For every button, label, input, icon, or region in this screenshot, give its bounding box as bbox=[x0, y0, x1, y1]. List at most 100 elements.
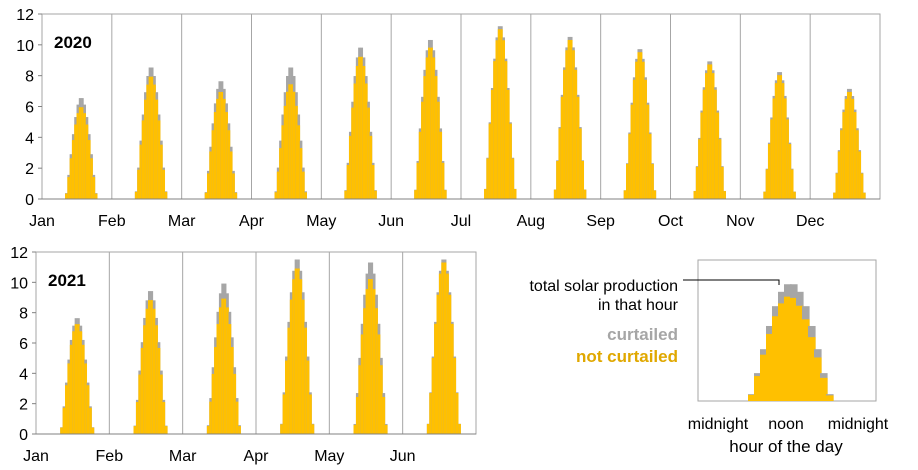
bar-not-curtailed-mar bbox=[211, 130, 215, 199]
bar-not-curtailed-feb bbox=[134, 191, 138, 199]
bar-not-curtailed-jul bbox=[486, 158, 489, 199]
y-tick-label: 2 bbox=[25, 161, 34, 178]
bar-not-curtailed-may bbox=[344, 190, 347, 199]
bar-not-curtailed-dec bbox=[853, 112, 857, 199]
bar-not-curtailed-jan bbox=[81, 344, 85, 434]
bar-not-curtailed-jul bbox=[509, 123, 512, 199]
bar-not-curtailed-mar bbox=[228, 324, 232, 434]
y-tick-label: 10 bbox=[16, 38, 34, 55]
bar-not-curtailed-jan bbox=[90, 158, 93, 199]
bar-not-curtailed-may bbox=[348, 135, 352, 199]
bar-not-curtailed-jun bbox=[427, 47, 431, 199]
legend-bar-not-curtailed bbox=[826, 395, 834, 401]
bar-not-curtailed-nov bbox=[790, 169, 794, 199]
bar-not-curtailed-mar bbox=[230, 347, 234, 434]
bar-not-curtailed-jul bbox=[504, 61, 508, 200]
bar-not-curtailed-apr bbox=[302, 171, 305, 199]
bar-not-curtailed-jan bbox=[74, 324, 78, 434]
bar-not-curtailed-apr bbox=[287, 327, 291, 434]
bar-not-curtailed-nov bbox=[786, 119, 789, 199]
bar-not-curtailed-aug bbox=[563, 69, 566, 199]
month-label-nov: Nov bbox=[726, 213, 754, 230]
bar-not-curtailed-may bbox=[351, 107, 354, 199]
bar-not-curtailed-nov bbox=[784, 98, 787, 199]
bar-not-curtailed-jan bbox=[78, 107, 82, 199]
legend-bar-not-curtailed bbox=[754, 376, 762, 401]
bar-not-curtailed-jan bbox=[94, 193, 98, 199]
bar-not-curtailed-nov bbox=[788, 144, 792, 199]
bar-not-curtailed-jan bbox=[79, 331, 83, 434]
bar-not-curtailed-sep bbox=[623, 190, 627, 199]
bar-not-curtailed-apr bbox=[299, 279, 303, 434]
bar-not-curtailed-feb bbox=[164, 426, 168, 434]
bar-not-curtailed-nov bbox=[777, 75, 780, 199]
bar-not-curtailed-jun bbox=[455, 393, 459, 434]
bar-not-curtailed-jul bbox=[500, 29, 503, 199]
bar-not-curtailed-nov bbox=[767, 144, 771, 199]
bar-not-curtailed-mar bbox=[225, 112, 228, 199]
bar-not-curtailed-apr bbox=[301, 299, 305, 434]
bar-not-curtailed-feb bbox=[137, 169, 140, 199]
bar-not-curtailed-sep bbox=[646, 104, 650, 199]
legend-bar-not-curtailed bbox=[760, 354, 768, 401]
bar-not-curtailed-may bbox=[372, 289, 376, 434]
bar-not-curtailed-jun bbox=[426, 423, 430, 434]
bar-not-curtailed-apr bbox=[297, 125, 301, 199]
bar-not-curtailed-sep bbox=[648, 133, 652, 199]
bar-not-curtailed-mar bbox=[223, 298, 227, 434]
bar-not-curtailed-may bbox=[384, 424, 388, 434]
bar-not-curtailed-oct bbox=[702, 89, 706, 199]
bar-not-curtailed-mar bbox=[206, 426, 210, 434]
bar-not-curtailed-feb bbox=[155, 99, 159, 199]
bar-not-curtailed-nov bbox=[770, 119, 773, 199]
bar-not-curtailed-jan bbox=[74, 124, 77, 199]
bar-not-curtailed-mar bbox=[209, 401, 212, 434]
bar-not-curtailed-oct bbox=[711, 73, 715, 199]
legend-leader-line bbox=[683, 279, 780, 285]
bar-not-curtailed-feb bbox=[157, 120, 161, 199]
y-tick-label: 4 bbox=[19, 366, 28, 383]
bar-not-curtailed-nov bbox=[793, 191, 796, 199]
bar-not-curtailed-apr bbox=[282, 394, 286, 434]
bar-not-curtailed-sep bbox=[635, 61, 638, 200]
bar-not-curtailed-mar bbox=[216, 324, 220, 434]
bar-not-curtailed-jun bbox=[430, 47, 433, 199]
bar-not-curtailed-jun bbox=[450, 323, 454, 434]
bar-not-curtailed-may bbox=[375, 308, 378, 434]
legend-bar-not-curtailed bbox=[808, 337, 816, 401]
bar-not-curtailed-oct bbox=[716, 112, 720, 199]
bar-not-curtailed-jul bbox=[488, 123, 492, 199]
bar-not-curtailed-apr bbox=[283, 105, 287, 199]
bar-not-curtailed-feb bbox=[147, 300, 151, 434]
bar-not-curtailed-aug bbox=[567, 39, 571, 199]
bar-not-curtailed-sep bbox=[628, 133, 631, 199]
bar-not-curtailed-apr bbox=[285, 360, 288, 434]
bar-not-curtailed-sep bbox=[642, 61, 645, 200]
bar-not-curtailed-sep bbox=[651, 163, 654, 199]
bar-not-curtailed-apr bbox=[290, 84, 294, 199]
bar-not-curtailed-oct bbox=[695, 166, 699, 199]
bar-not-curtailed-aug bbox=[565, 50, 568, 199]
chart-2020: 0 2 4 6 8 10 12 Jan Feb Mar Apr May Jun Jul Aug Sep Oct N… bbox=[16, 7, 881, 230]
bar-not-curtailed-mar bbox=[214, 347, 217, 434]
bar-not-curtailed-dec bbox=[835, 173, 839, 199]
bar-not-curtailed-apr bbox=[297, 268, 300, 434]
bar-not-curtailed-oct bbox=[698, 139, 701, 199]
legend-bar-not-curtailed bbox=[748, 394, 756, 401]
bar-not-curtailed-jun bbox=[414, 190, 417, 199]
legend-bar-not-curtailed bbox=[820, 377, 828, 401]
bar-not-curtailed-dec bbox=[863, 192, 866, 199]
bar-not-curtailed-jan bbox=[76, 113, 80, 199]
legend-bar-not-curtailed bbox=[814, 357, 822, 401]
month-label-mar: Mar bbox=[168, 213, 196, 230]
bar-not-curtailed-feb bbox=[146, 84, 149, 199]
month-label-aug: Aug bbox=[517, 213, 545, 230]
bar-not-curtailed-oct bbox=[709, 64, 713, 199]
bar-not-curtailed-dec bbox=[858, 151, 862, 199]
month-label-feb: Feb bbox=[96, 448, 124, 465]
legend-not-curtailed-label: not curtailed bbox=[576, 347, 678, 366]
bar-not-curtailed-mar bbox=[238, 426, 241, 434]
bar-not-curtailed-jan bbox=[91, 427, 95, 434]
bar-not-curtailed-apr bbox=[306, 360, 310, 434]
